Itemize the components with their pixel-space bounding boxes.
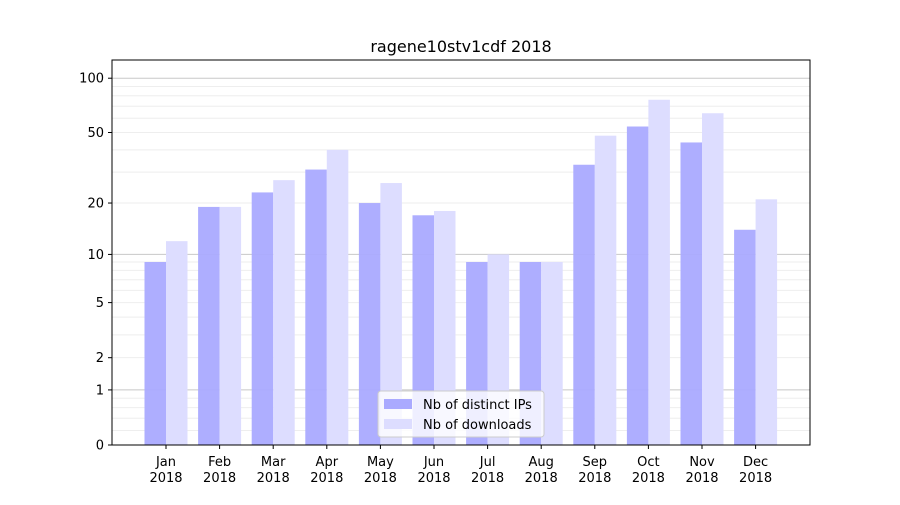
- x-tick-label: Jan: [155, 455, 176, 470]
- legend-label: Nb of distinct IPs: [423, 398, 532, 413]
- bar-downloads: [755, 199, 778, 445]
- legend-swatch: [384, 399, 412, 409]
- x-tick-label: Jul: [479, 455, 496, 470]
- x-tick-label: Feb: [208, 455, 231, 470]
- x-tick-label: 2018: [632, 471, 665, 486]
- y-tick-label: 20: [87, 197, 104, 212]
- y-tick-label: 1: [96, 383, 104, 398]
- x-tick-label: 2018: [471, 471, 504, 486]
- x-tick-label: 2018: [685, 471, 718, 486]
- bar-downloads: [326, 149, 349, 445]
- x-tick-label: Apr: [316, 455, 339, 470]
- bar-distinct-ips: [251, 192, 274, 445]
- bar-distinct-ips: [412, 215, 434, 445]
- x-tick-label: Aug: [529, 455, 554, 470]
- x-tick-label: Oct: [637, 455, 659, 470]
- bar-distinct-ips: [734, 229, 756, 445]
- x-tick-label: 2018: [149, 471, 182, 486]
- plot-frame: [111, 59, 811, 446]
- bar-downloads: [648, 99, 670, 446]
- y-tick-label: 0: [96, 439, 104, 454]
- legend-label: Nb of downloads: [423, 418, 532, 433]
- x-tick-label: 2018: [203, 471, 236, 486]
- bar-downloads: [166, 241, 188, 445]
- x-tick-label: 2018: [417, 471, 450, 486]
- y-tick-label: 2: [96, 351, 104, 366]
- bar-distinct-ips: [680, 142, 702, 445]
- bar-distinct-ips: [144, 261, 166, 445]
- bar-downloads: [702, 113, 724, 446]
- x-tick-label: Jun: [423, 455, 444, 470]
- x-tick-label: Mar: [261, 455, 286, 470]
- bar-distinct-ips: [573, 164, 595, 445]
- bar-distinct-ips: [626, 126, 649, 446]
- bar-distinct-ips: [305, 169, 327, 445]
- bar-downloads: [380, 183, 402, 445]
- x-tick-label: May: [367, 455, 394, 470]
- x-tick-label: 2018: [525, 471, 558, 486]
- bar-distinct-ips: [198, 206, 220, 445]
- bar-distinct-ips: [358, 203, 381, 445]
- bar-downloads: [434, 210, 456, 445]
- x-tick-label: Sep: [583, 455, 608, 470]
- bar-downloads: [541, 261, 563, 445]
- x-tick-label: 2018: [364, 471, 397, 486]
- x-tick-label: Nov: [689, 455, 715, 470]
- y-tick-label: 100: [79, 72, 104, 87]
- bar-downloads: [594, 135, 617, 445]
- y-tick-label: 5: [96, 296, 104, 311]
- legend: [377, 390, 545, 438]
- chart-title: ragene10stv1cdf 2018: [370, 37, 551, 56]
- y-tick-label: 50: [87, 126, 104, 141]
- x-tick-label: 2018: [739, 471, 772, 486]
- bar-downloads: [219, 206, 242, 445]
- x-tick-label: 2018: [310, 471, 343, 486]
- x-tick-label: Dec: [743, 455, 768, 470]
- x-tick-label: 2018: [578, 471, 611, 486]
- bar-downloads: [273, 180, 295, 445]
- x-tick-label: 2018: [257, 471, 290, 486]
- y-tick-label: 10: [87, 248, 104, 263]
- legend-swatch: [384, 419, 412, 429]
